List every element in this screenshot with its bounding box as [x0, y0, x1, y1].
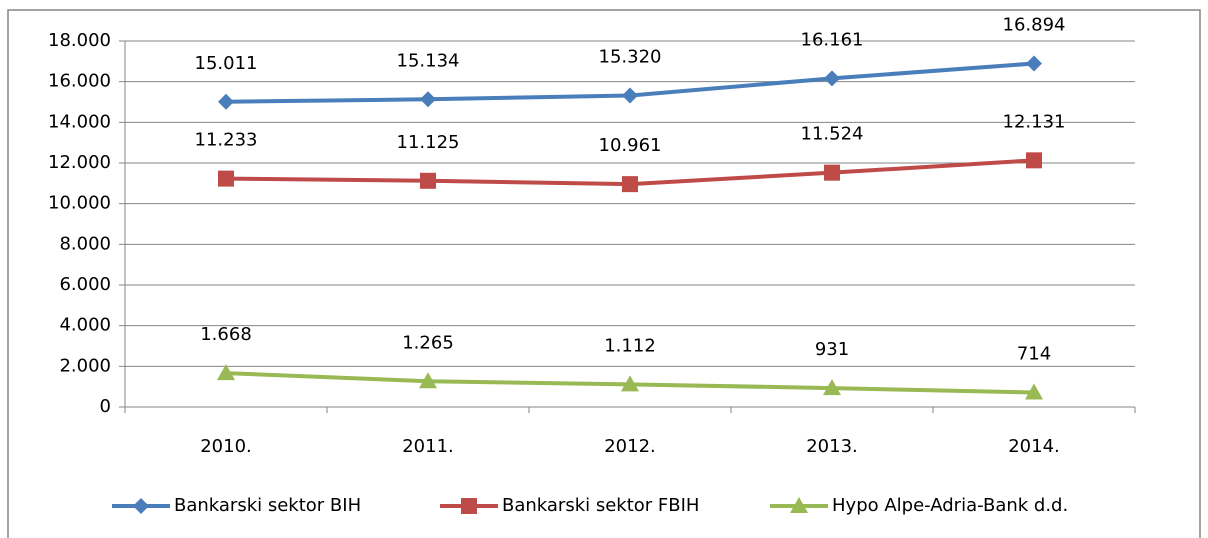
data-label: 10.961 [599, 135, 662, 156]
y-tick-label: 18.000 [48, 30, 111, 51]
y-tick-label: 6.000 [59, 274, 111, 295]
y-tick-label: 0 [100, 396, 111, 417]
marker [621, 375, 639, 392]
marker [823, 379, 841, 396]
data-label: 714 [1017, 343, 1051, 364]
legend-label: Bankarski sektor BIH [174, 495, 361, 516]
x-tick-label: 2014. [1008, 436, 1060, 457]
data-label: 11.125 [397, 132, 460, 153]
y-tick-label: 2.000 [59, 355, 111, 376]
data-label: 15.134 [397, 50, 460, 71]
y-tick-label: 8.000 [59, 233, 111, 254]
data-label: 931 [815, 339, 849, 360]
marker [217, 364, 235, 381]
marker [133, 498, 149, 514]
legend-label: Bankarski sektor FBIH [502, 495, 699, 516]
marker [1026, 55, 1042, 72]
marker [419, 372, 437, 389]
x-tick-label: 2010. [200, 436, 252, 457]
marker [1026, 152, 1042, 169]
y-tick-label: 16.000 [48, 71, 111, 92]
y-tick-label: 4.000 [59, 315, 111, 336]
data-label: 11.233 [195, 130, 258, 151]
marker [420, 172, 436, 189]
data-label: 12.131 [1003, 111, 1066, 132]
marker [420, 91, 436, 108]
marker [622, 87, 638, 104]
data-label: 1.668 [200, 324, 252, 345]
y-tick-label: 10.000 [48, 193, 111, 214]
x-tick-label: 2011. [402, 436, 454, 457]
data-label: 1.265 [402, 332, 454, 353]
x-tick-label: 2012. [604, 436, 656, 457]
data-label: 11.524 [801, 124, 864, 145]
data-label: 15.320 [599, 46, 662, 67]
x-tick-label: 2013. [806, 436, 858, 457]
marker [622, 176, 638, 193]
data-label: 15.011 [195, 53, 258, 74]
marker [1025, 383, 1043, 400]
y-tick-label: 14.000 [48, 111, 111, 132]
marker [824, 164, 840, 181]
marker [218, 93, 234, 110]
marker [790, 497, 808, 513]
marker [218, 170, 234, 187]
y-tick-label: 12.000 [48, 152, 111, 173]
data-label: 1.112 [604, 335, 656, 356]
marker [461, 498, 477, 514]
marker [824, 70, 840, 87]
legend-label: Hypo Alpe-Adria-Bank d.d. [832, 495, 1068, 516]
chart-border [7, 9, 1201, 538]
data-label: 16.894 [1003, 14, 1066, 35]
data-label: 16.161 [801, 29, 864, 50]
